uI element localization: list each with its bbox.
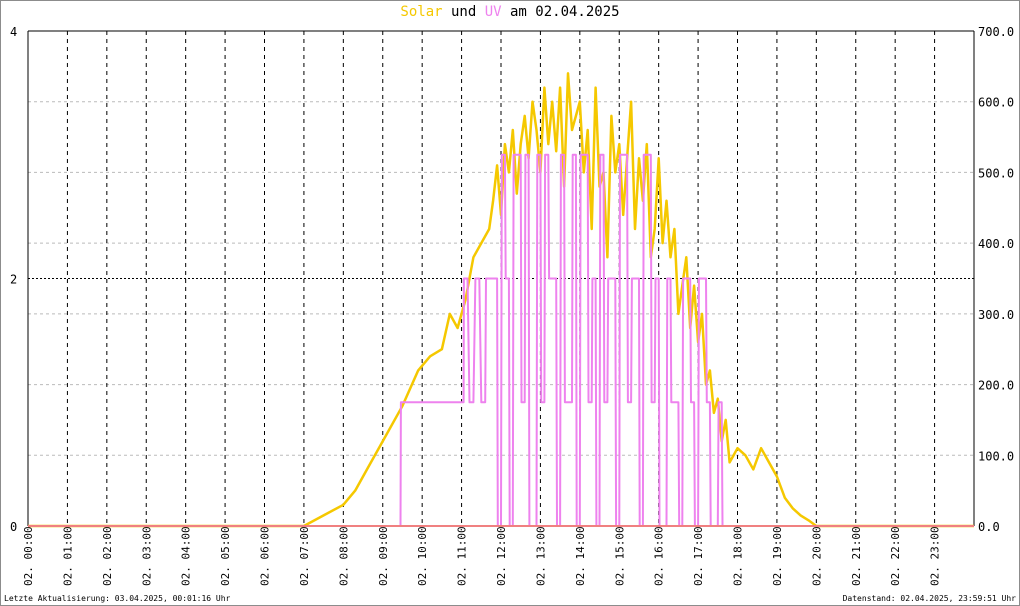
x-tick-label-15: 02. 15:00 bbox=[613, 526, 626, 586]
right-tick-label-0: 0.0 bbox=[978, 520, 1000, 534]
chart-title: Solar und UV am 02.04.2025 bbox=[0, 4, 1020, 20]
x-tick-label-8: 02. 08:00 bbox=[337, 526, 350, 586]
last-update-text: Letzte Aktualisierung: 03.04.2025, 00:01… bbox=[4, 594, 231, 603]
title-und: und bbox=[442, 4, 485, 20]
right-tick-label-4: 400.0 bbox=[978, 237, 1014, 251]
right-tick-label-1: 100.0 bbox=[978, 449, 1014, 463]
x-tick-label-0: 02. 00:00 bbox=[22, 526, 35, 586]
left-tick-label-2: 4 bbox=[10, 25, 17, 39]
title-uv: UV bbox=[484, 4, 502, 20]
x-tick-label-4: 02. 04:00 bbox=[180, 526, 193, 586]
x-tick-label-18: 02. 18:00 bbox=[732, 526, 745, 586]
tick-labels: 0 2 4 0.0 100.0 200.0 300.0 400.0 500.0 600.0 700.… bbox=[10, 25, 1014, 586]
x-tick-label-17: 02. 17:00 bbox=[692, 526, 705, 586]
x-tick-label-23: 02. 23:00 bbox=[929, 526, 942, 586]
x-tick-label-5: 02. 05:00 bbox=[219, 526, 232, 586]
title-solar: Solar bbox=[400, 4, 443, 20]
x-tick-label-1: 02. 01:00 bbox=[61, 526, 74, 586]
left-tick-label-1: 2 bbox=[10, 273, 17, 287]
right-tick-label-2: 200.0 bbox=[978, 379, 1014, 393]
x-tick-label-9: 02. 09:00 bbox=[377, 526, 390, 586]
data-status-text: Datenstand: 02.04.2025, 23:59:51 Uhr bbox=[842, 594, 1016, 603]
x-tick-label-3: 02. 03:00 bbox=[140, 526, 153, 586]
right-tick-label-6: 600.0 bbox=[978, 96, 1014, 110]
right-tick-label-7: 700.0 bbox=[978, 25, 1014, 39]
x-tick-label-11: 02. 11:00 bbox=[456, 526, 469, 586]
x-tick-label-10: 02. 10:00 bbox=[416, 526, 429, 586]
x-tick-label-12: 02. 12:00 bbox=[495, 526, 508, 586]
left-tick-label-0: 0 bbox=[10, 520, 17, 534]
axes bbox=[27, 30, 975, 526]
right-tick-label-3: 300.0 bbox=[978, 308, 1014, 322]
x-tick-label-16: 02. 16:00 bbox=[653, 526, 666, 586]
x-tick-label-13: 02. 13:00 bbox=[534, 526, 547, 586]
x-tick-label-6: 02. 06:00 bbox=[259, 526, 272, 586]
x-tick-label-14: 02. 14:00 bbox=[574, 526, 587, 586]
x-tick-label-21: 02. 21:00 bbox=[850, 526, 863, 586]
title-date: am 02.04.2025 bbox=[501, 4, 620, 20]
series bbox=[28, 72, 974, 528]
uv-series-line bbox=[28, 153, 974, 527]
x-tick-label-7: 02. 07:00 bbox=[298, 526, 311, 586]
x-tick-label-2: 02. 02:00 bbox=[101, 526, 114, 586]
x-tick-label-19: 02. 19:00 bbox=[771, 526, 784, 586]
x-tick-label-22: 02. 22:00 bbox=[889, 526, 902, 586]
right-tick-label-5: 500.0 bbox=[978, 166, 1014, 180]
x-tick-label-20: 02. 20:00 bbox=[810, 526, 823, 586]
